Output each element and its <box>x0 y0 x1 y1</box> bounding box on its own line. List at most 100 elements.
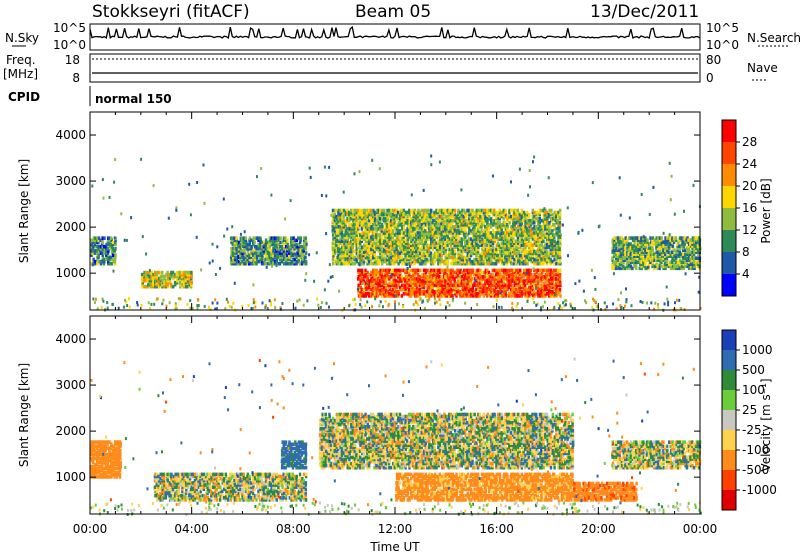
heatmap-cell <box>615 242 617 246</box>
heatmap-cell <box>530 269 532 273</box>
heatmap-cell <box>392 269 394 273</box>
heatmap-cell <box>94 236 96 240</box>
heatmap-cell <box>551 229 553 233</box>
heatmap-cell <box>559 288 561 292</box>
heatmap-cell <box>533 211 535 215</box>
heatmap-cell <box>546 250 548 254</box>
heatmap-cell <box>413 288 415 292</box>
heatmap-cell <box>190 271 192 275</box>
freq-unit: [MHz] <box>3 67 38 81</box>
heatmap-cell <box>517 209 519 213</box>
heatmap-cell <box>656 265 658 269</box>
heatmap-cell <box>98 253 100 257</box>
heatmap-cell <box>112 241 114 245</box>
heatmap-cell <box>419 269 421 273</box>
heatmap-cell <box>166 271 168 275</box>
heatmap-cell <box>366 275 368 279</box>
heatmap-cell <box>550 225 552 229</box>
heatmap-cell <box>305 251 307 255</box>
heatmap-cell <box>373 241 375 245</box>
heatmap-cell <box>114 253 116 257</box>
beam-title: Beam 05 <box>355 2 431 22</box>
heatmap-cell <box>368 260 370 264</box>
freq-tick-top: 18 <box>65 53 80 67</box>
heatmap-cell <box>377 294 379 298</box>
heatmap-cell <box>454 250 456 254</box>
heatmap-cell <box>526 211 528 215</box>
heatmap-cell <box>517 269 519 273</box>
heatmap-cell <box>243 249 245 253</box>
heatmap-cell <box>388 229 390 233</box>
heatmap-cell <box>141 273 143 277</box>
heatmap-cell <box>161 271 163 275</box>
heatmap-cell <box>557 269 559 273</box>
heatmap-cell <box>254 251 256 255</box>
heatmap-cell <box>281 245 283 249</box>
heatmap-cell <box>235 236 237 240</box>
heatmap-cell <box>483 294 485 298</box>
heatmap-cell <box>668 250 670 254</box>
heatmap-cell <box>444 209 446 213</box>
heatmap-cell <box>515 227 517 231</box>
heatmap-cell <box>535 217 537 221</box>
heatmap-cell <box>454 209 456 213</box>
heatmap-cell <box>684 242 686 246</box>
heatmap-cell <box>283 247 285 251</box>
cpid-label: CPID <box>8 90 40 104</box>
heatmap-cell <box>548 269 550 273</box>
heatmap-cell <box>624 267 626 271</box>
heatmap-cell <box>488 227 490 231</box>
heatmap-cell <box>528 237 530 241</box>
heatmap-cell <box>259 236 261 240</box>
heatmap-cell <box>559 221 561 225</box>
nsky-tick-bottom: 10^0 <box>53 38 86 52</box>
heatmap-cell <box>522 225 524 229</box>
heatmap-cell <box>393 239 395 243</box>
heatmap-cell <box>383 209 385 213</box>
heatmap-cell <box>408 209 410 213</box>
heatmap-cell <box>290 236 292 240</box>
heatmap-cell <box>481 252 483 256</box>
heatmap-cell <box>519 269 521 273</box>
heatmap-cell <box>619 267 621 271</box>
heatmap-cell <box>493 209 495 213</box>
heatmap-cell <box>335 209 337 213</box>
heatmap-cell <box>401 269 403 273</box>
nave-label: Nave <box>747 61 778 75</box>
heatmap-cell <box>671 175 673 178</box>
heatmap-cell <box>399 229 401 233</box>
heatmap-cell <box>287 243 289 247</box>
date-title: 13/Dec/2011 <box>590 2 699 22</box>
heatmap-cell <box>657 250 659 254</box>
nsky-label: N.Sky <box>5 31 39 45</box>
heatmap-cell <box>505 209 507 213</box>
heatmap-cell <box>103 258 105 262</box>
heatmap-cell <box>431 281 433 285</box>
heatmap-cell <box>679 250 681 254</box>
heatmap-cell <box>524 284 526 288</box>
heatmap-cell <box>442 260 444 264</box>
heatmap-cell <box>379 217 381 221</box>
nsearch-tick-bottom: 10^0 <box>706 38 739 52</box>
heatmap-cell <box>294 239 296 243</box>
heatmap-cell <box>406 219 408 223</box>
heatmap-cell <box>191 281 193 285</box>
heatmap-cell <box>684 265 686 269</box>
heatmap-cell <box>651 246 653 250</box>
heatmap-cell <box>401 275 403 279</box>
heatmap-cell <box>375 241 377 245</box>
heatmap-cell <box>174 281 176 285</box>
heatmap-cell <box>464 235 466 239</box>
heatmap-cell <box>279 236 281 240</box>
heatmap-cell <box>477 244 479 248</box>
heatmap-cell <box>444 275 446 279</box>
heatmap-cell <box>381 237 383 241</box>
heatmap-cell <box>99 260 101 264</box>
heatmap-cell <box>540 231 542 235</box>
heatmap-cell <box>332 225 334 229</box>
heatmap-cell <box>441 275 443 279</box>
heatmap-cell <box>408 288 410 292</box>
heatmap-cell <box>550 209 552 213</box>
heatmap-cell <box>506 223 508 227</box>
heatmap-cell <box>557 219 559 223</box>
